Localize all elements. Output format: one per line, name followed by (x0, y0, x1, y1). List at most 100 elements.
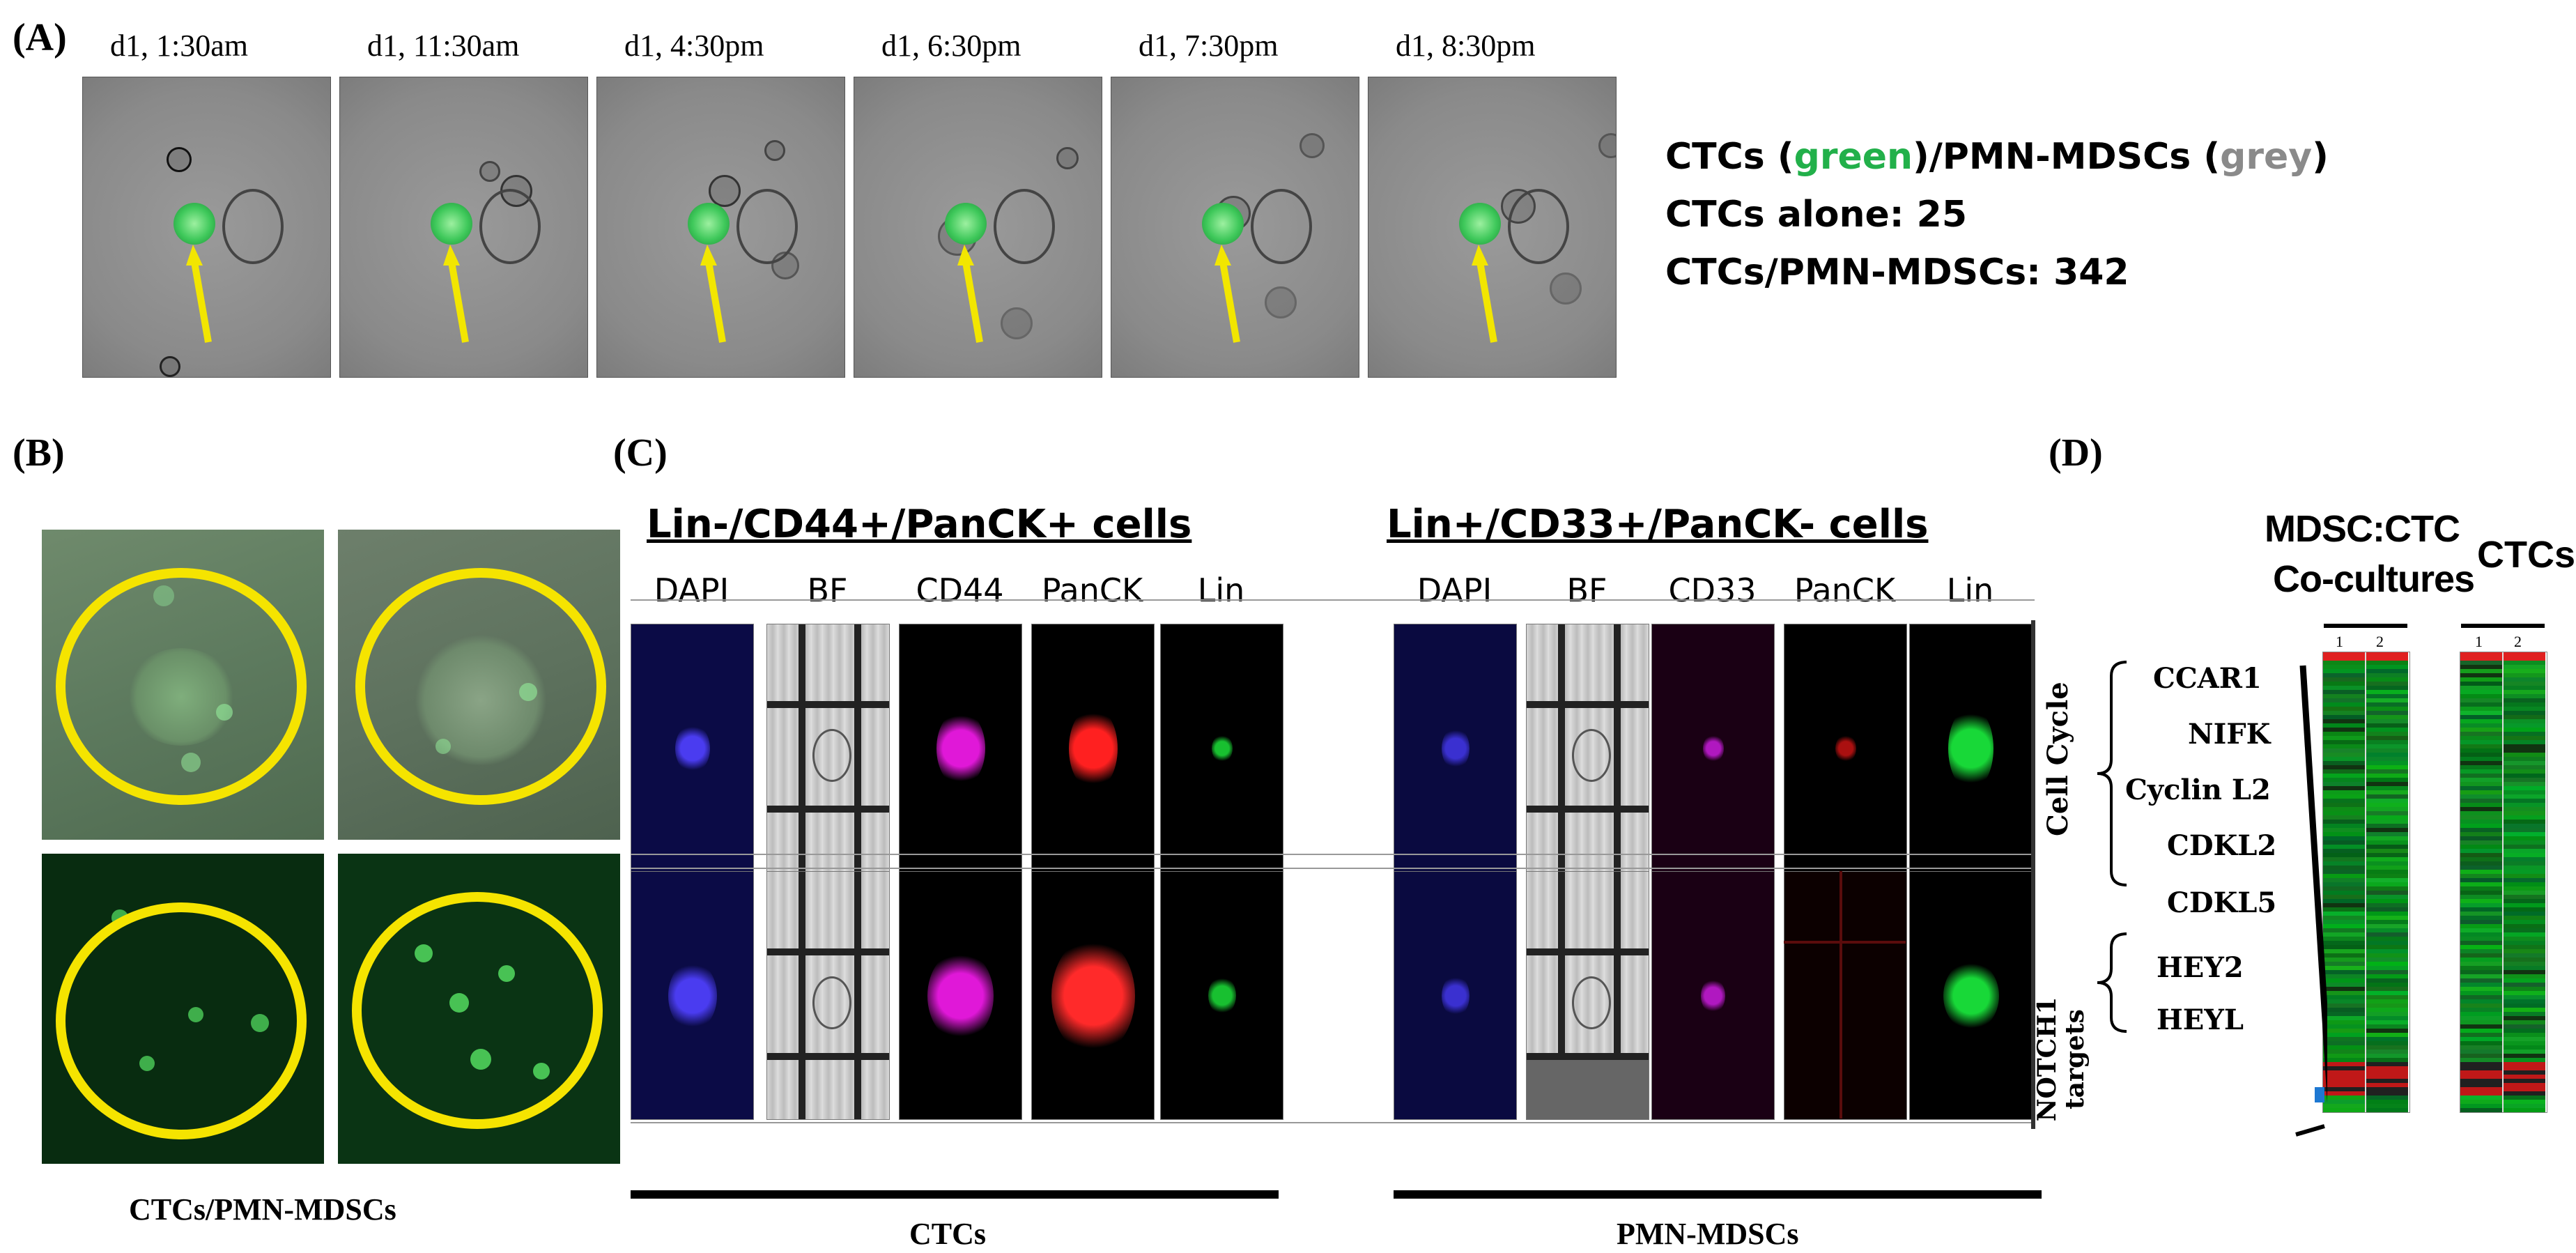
panel-a-label: (A) (13, 16, 67, 59)
gene-label: Cyclin L2 (2125, 774, 2271, 806)
b-image-brightfield-1 (42, 530, 324, 840)
yellow-arrow (700, 245, 726, 343)
channel-label: BF (1566, 571, 1607, 609)
timepoint-label: d1, 4:30pm (624, 29, 764, 63)
heatmap-title-2: Co-cultures (2273, 558, 2475, 600)
mdsc-underline (1394, 1190, 2042, 1199)
legend-text: ) (2312, 136, 2329, 178)
timepoint-label: d1, 8:30pm (1396, 29, 1536, 63)
group-cell-cycle-label: Cell Cycle (2042, 682, 2074, 836)
microscopy-tile (899, 624, 1022, 873)
gene-brackets (2097, 661, 2327, 1137)
lane-1-right: 1 (2475, 633, 2483, 650)
microscopy-tile (1160, 871, 1283, 1120)
lane-1-left: 1 (2336, 633, 2343, 650)
panel-d-label: (D) (2049, 431, 2103, 475)
channel-label: DAPI (654, 571, 730, 609)
ctc-green-cell (1202, 203, 1244, 245)
legend-line-3: CTCs/PMN-MDSCs: 342 (1665, 252, 2129, 293)
timelapse-image (1111, 77, 1359, 378)
heatmap-cocultures (2322, 652, 2410, 1113)
legend-grey-word: grey (2220, 136, 2313, 178)
heatmap-title-1: MDSC:CTC (2265, 508, 2460, 550)
microscopy-tile (1526, 624, 1649, 873)
ctc-green-cell (173, 203, 215, 245)
timepoint-label: d1, 6:30pm (881, 29, 1021, 63)
channel-label: CD44 (916, 571, 1004, 609)
ctc-green-cell (945, 203, 987, 245)
legend-line-2: CTCs alone: 25 (1665, 194, 1968, 236)
lane-bar-left (2324, 624, 2407, 628)
timepoint-label: d1, 1:30am (110, 29, 248, 63)
yellow-arrow (1214, 245, 1240, 343)
ctc-green-cell (431, 203, 472, 245)
microscopy-tile (1909, 624, 2033, 873)
yellow-circle (352, 892, 603, 1129)
channel-label: Lin (1197, 571, 1245, 609)
timelapse-image (854, 77, 1102, 378)
panel-c-left-title: Lin-/CD44+/PanCK+ cells (647, 502, 1192, 547)
microscopy-tile (1651, 871, 1775, 1120)
microscopy-tile (1526, 871, 1649, 1120)
yellow-arrow (186, 245, 212, 343)
channel-label: PanCK (1041, 571, 1143, 609)
timelapse-image (596, 77, 845, 378)
microscopy-tile (1031, 624, 1155, 873)
yellow-circle (355, 568, 606, 805)
microscopy-tile (899, 871, 1022, 1120)
panel-c-left-caption: CTCs (909, 1217, 987, 1251)
panel-b-label: (B) (13, 431, 65, 475)
microscopy-tile (1394, 624, 1517, 873)
heatmap-ctcs (2460, 652, 2547, 1113)
timelapse-image (82, 77, 331, 378)
microscopy-tile (1651, 624, 1775, 873)
lane-2-right: 2 (2514, 633, 2522, 650)
microscopy-tile (1784, 871, 1907, 1120)
microscopy-tile (631, 624, 754, 873)
b-image-fluorescence-2 (338, 854, 620, 1164)
b-image-brightfield-2 (338, 530, 620, 840)
yellow-arrow (957, 245, 983, 343)
yellow-circle (56, 902, 307, 1139)
timelapse-image (339, 77, 588, 378)
legend-green-word: green (1794, 136, 1913, 178)
microscopy-tile (631, 871, 754, 1120)
gene-label: HEY2 (2157, 951, 2244, 984)
gene-label: HEYL (2157, 1004, 2244, 1036)
channel-label: BF (807, 571, 848, 609)
gene-label: CCAR1 (2153, 662, 2262, 695)
panel-c-right-caption: PMN-MDSCs (1617, 1217, 1799, 1251)
microscopy-tile (766, 871, 890, 1120)
microscopy-tile (1394, 871, 1517, 1120)
yellow-circle (56, 568, 307, 805)
channel-label: DAPI (1417, 571, 1493, 609)
panel-b-caption: CTCs/PMN-MDSCs (129, 1192, 396, 1227)
microscopy-tile (1784, 624, 1907, 873)
channel-label: CD33 (1668, 571, 1757, 609)
channel-label: PanCK (1794, 571, 1896, 609)
gene-label: NIFK (2188, 718, 2271, 751)
microscopy-tile (1031, 871, 1155, 1120)
timepoint-label: d1, 7:30pm (1139, 29, 1279, 63)
lane-bar-right (2461, 624, 2545, 628)
gene-label: CDKL2 (2167, 829, 2277, 862)
timepoint-label: d1, 11:30am (367, 29, 520, 63)
gene-label: CDKL5 (2167, 886, 2277, 919)
ctc-green-cell (688, 203, 730, 245)
lane-2-left: 2 (2376, 633, 2384, 650)
panel-c-right-title: Lin+/CD33+/PanCK- cells (1387, 502, 1929, 547)
heatmap-title-right: CTCs (2477, 534, 2576, 576)
panel-c-label: (C) (613, 431, 668, 475)
microscopy-tile (1160, 624, 1283, 873)
legend-text: CTCs ( (1665, 136, 1794, 178)
microscopy-tile (1909, 871, 2033, 1120)
yellow-arrow (1472, 245, 1497, 343)
legend-line-1: CTCs (green)/PMN-MDSCs (grey) (1665, 136, 2329, 178)
ctc-underline (631, 1190, 1279, 1199)
legend-text: )/PMN-MDSCs ( (1913, 136, 2221, 178)
ctc-green-cell (1459, 203, 1501, 245)
yellow-arrow (443, 245, 469, 343)
group-notch-label: NOTCH1 targets (2033, 997, 2090, 1122)
b-image-fluorescence-1 (42, 854, 324, 1164)
microscopy-tile (766, 624, 890, 873)
